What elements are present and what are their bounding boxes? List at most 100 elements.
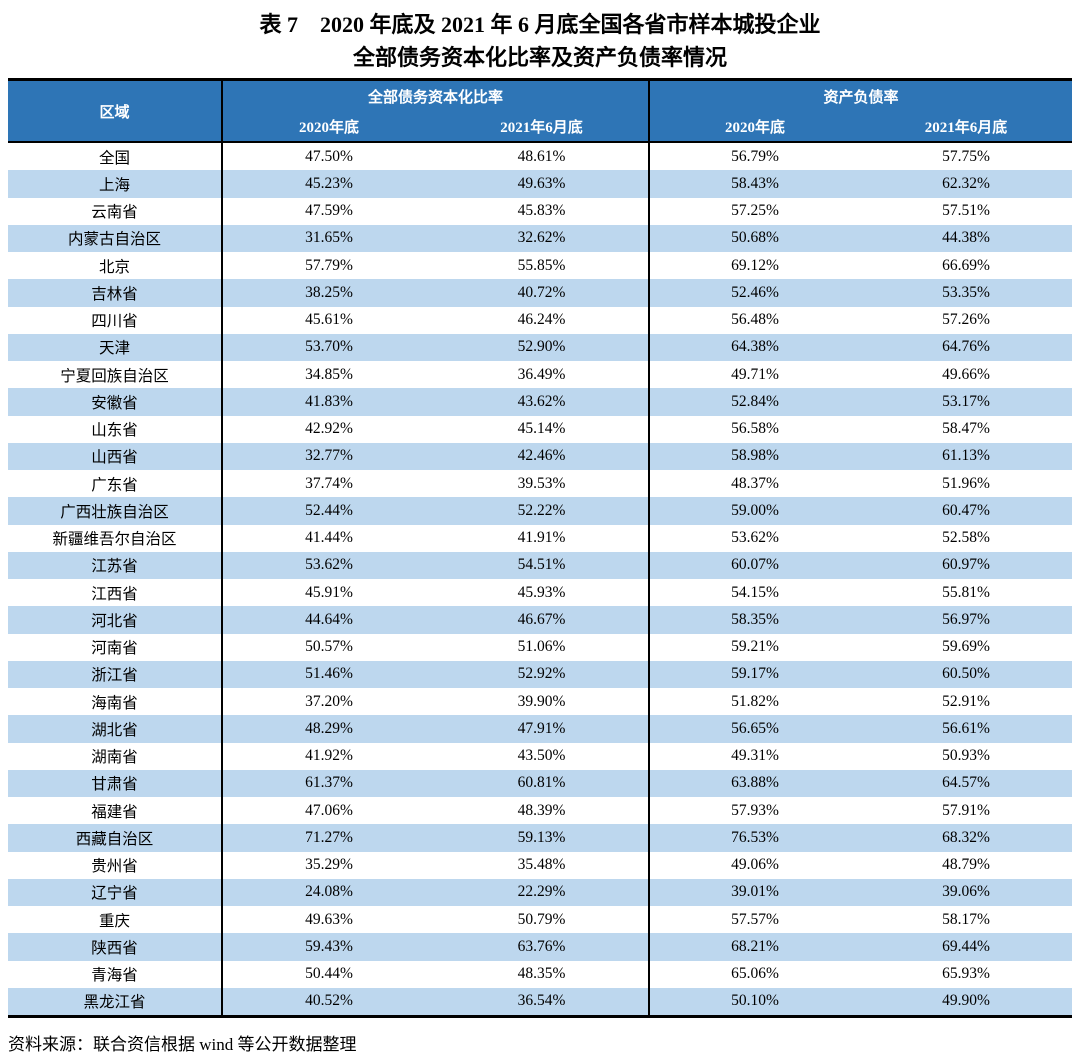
value-cell: 68.32% [942,828,990,846]
value-cell: 56.65% [648,715,860,743]
table-row: 内蒙古自治区 31.65% 32.62% 50.68% 44.38% [8,224,1072,252]
value-cell: 49.63% [517,174,566,192]
table-row: 新疆维吾尔自治区 41.44% 41.91% 53.62% 52.58% [8,524,1072,552]
value-cell: 24.08% [221,878,435,906]
value-cell: 46.67% [517,610,566,628]
table-body: 全国 47.50% 48.61% 56.79% 57.75% 上海 45.23% 49.63%… [8,143,1072,1015]
table-row: 湖北省 48.29% 47.91% 56.65% 56.61% [8,715,1072,743]
value-cell: 69.12% [648,252,860,280]
value-cell: 58.47% [942,420,990,438]
value-cell: 45.61% [221,306,435,334]
value-cell: 59.13% [517,828,566,846]
value-cell: 36.54% [517,992,566,1010]
region-cell: 天津 [98,340,130,358]
table-row: 吉林省 38.25% 40.72% 52.46% 53.35% [8,279,1072,307]
region-cell: 内蒙古自治区 [67,231,161,249]
value-cell: 49.63% [221,906,435,934]
value-cell: 32.77% [221,442,435,470]
value-cell: 52.46% [648,279,860,307]
region-cell: 西藏自治区 [75,830,154,848]
value-cell: 52.44% [221,497,435,525]
data-table: 区域 全部债务资本化比率 资产负债率 2020年底 2021年6月底 2020年… [8,78,1072,1018]
value-cell: 39.01% [648,878,860,906]
region-cell: 黑龙江省 [83,994,146,1012]
value-cell: 49.90% [942,992,990,1010]
table-row: 江西省 45.91% 45.93% 54.15% 55.81% [8,579,1072,607]
value-cell: 61.13% [942,447,990,465]
value-cell: 62.32% [942,174,990,192]
value-cell: 48.35% [517,965,566,983]
value-cell: 34.85% [221,361,435,389]
value-cell: 61.37% [221,769,435,797]
column-group-asset-liability-ratio: 资产负债率 [648,81,1072,111]
value-cell: 60.47% [942,501,990,519]
table-title-line2: 全部债务资本化比率及资产负债率情况 [352,45,727,70]
region-cell: 贵州省 [91,858,138,876]
table-row: 山西省 32.77% 42.46% 58.98% 61.13% [8,442,1072,470]
table-row: 广东省 37.74% 39.53% 48.37% 51.96% [8,470,1072,498]
value-cell: 51.96% [942,474,990,492]
table-row: 天津 53.70% 52.90% 64.38% 64.76% [8,333,1072,361]
table-row: 黑龙江省 40.52% 36.54% 50.10% 49.90% [8,987,1072,1015]
value-cell: 59.69% [942,638,990,656]
value-cell: 51.06% [517,638,566,656]
value-cell: 52.22% [517,501,566,519]
value-cell: 57.79% [221,252,435,280]
value-cell: 40.72% [517,283,566,301]
table-row: 贵州省 35.29% 35.48% 49.06% 48.79% [8,851,1072,879]
value-cell: 66.69% [942,256,990,274]
value-cell: 42.92% [221,415,435,443]
table-row: 江苏省 53.62% 54.51% 60.07% 60.97% [8,551,1072,579]
region-cell: 青海省 [91,967,138,985]
table-row: 浙江省 51.46% 52.92% 59.17% 60.50% [8,660,1072,688]
value-cell: 47.50% [221,143,435,171]
table-row: 辽宁省 24.08% 22.29% 39.01% 39.06% [8,878,1072,906]
region-cell: 重庆 [98,912,130,930]
column-header-region: 区域 [99,104,130,121]
value-cell: 63.88% [648,769,860,797]
region-cell: 河南省 [91,640,138,658]
region-cell: 甘肃省 [91,776,138,794]
region-cell: 新疆维吾尔自治区 [52,531,177,549]
column-header-liability-2020: 2020年底 [648,111,860,141]
table-row: 河北省 44.64% 46.67% 58.35% 56.97% [8,606,1072,634]
value-cell: 52.91% [942,692,990,710]
table-row: 甘肃省 61.37% 60.81% 63.88% 64.57% [8,769,1072,797]
table-title-line1: 表 7 2020 年底及 2021 年 6 月底全国各省市样本城投企业 [259,12,821,37]
value-cell: 57.91% [942,801,990,819]
value-cell: 52.90% [517,338,566,356]
value-cell: 37.74% [221,470,435,498]
table-row: 四川省 45.61% 46.24% 56.48% 57.26% [8,306,1072,334]
value-cell: 41.92% [221,742,435,770]
value-cell: 41.44% [221,524,435,552]
value-cell: 47.06% [221,797,435,825]
value-cell: 65.93% [942,965,990,983]
region-cell: 陕西省 [91,939,138,957]
value-cell: 42.46% [517,447,566,465]
value-cell: 51.46% [221,660,435,688]
value-cell: 45.23% [221,170,435,198]
value-cell: 50.44% [221,960,435,988]
table-title: 表 7 2020 年底及 2021 年 6 月底全国各省市样本城投企业 全部债务… [0,0,1080,74]
column-group-debt-capitalization-ratio: 全部债务资本化比率 [221,81,648,111]
region-cell: 河北省 [91,612,138,630]
value-cell: 57.26% [942,311,990,329]
region-cell: 辽宁省 [91,885,138,903]
value-cell: 44.64% [221,606,435,634]
region-cell: 云南省 [91,204,138,222]
value-cell: 48.39% [517,801,566,819]
value-cell: 56.79% [648,143,860,171]
region-cell: 安徽省 [91,394,138,412]
value-cell: 57.57% [648,906,860,934]
value-cell: 45.14% [517,420,566,438]
value-cell: 53.17% [942,392,990,410]
value-cell: 45.91% [221,579,435,607]
value-cell: 32.62% [517,229,566,247]
value-cell: 56.58% [648,415,860,443]
value-cell: 76.53% [648,824,860,852]
value-cell: 48.61% [517,147,566,165]
table-row: 西藏自治区 71.27% 59.13% 76.53% 68.32% [8,824,1072,852]
value-cell: 49.71% [648,361,860,389]
value-cell: 69.44% [942,937,990,955]
value-cell: 55.85% [517,256,566,274]
